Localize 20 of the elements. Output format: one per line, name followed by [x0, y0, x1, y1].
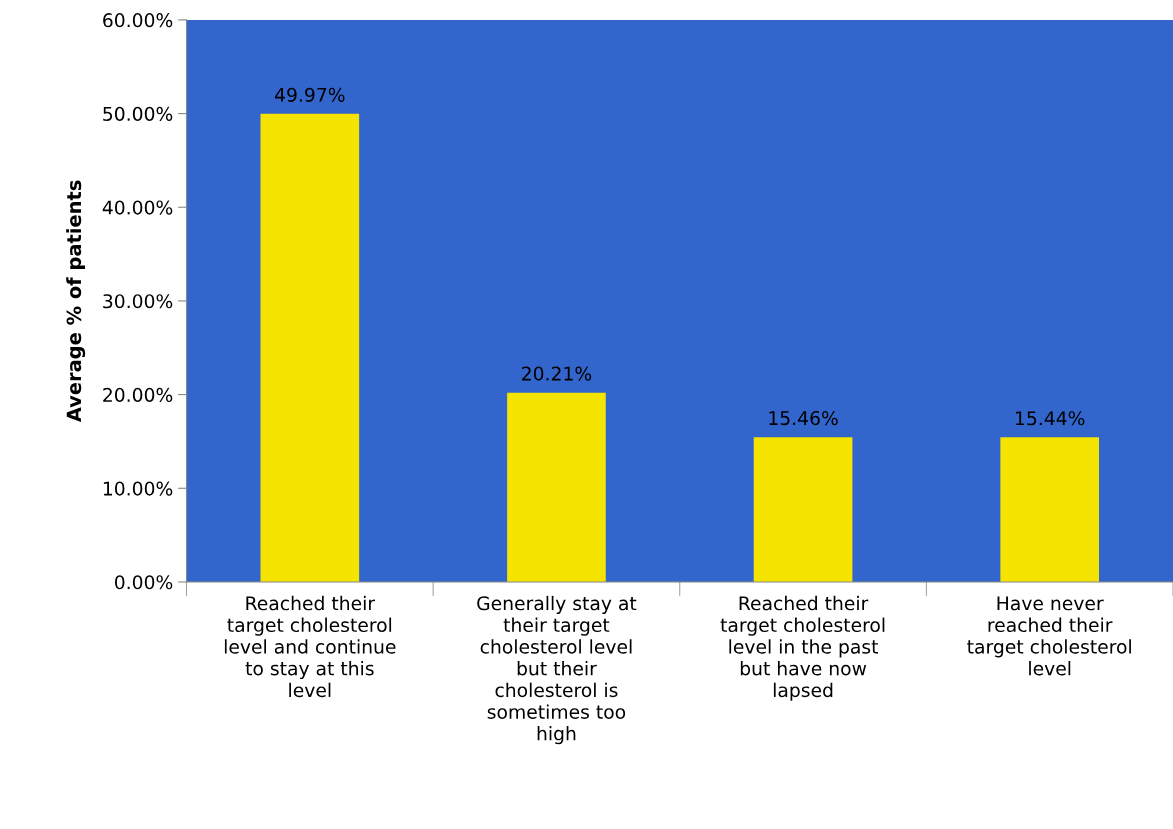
data-label: 15.46% — [769, 410, 838, 426]
x-tick-label: Reached their target cholesterol level and continue to stay at this level — [224, 595, 396, 698]
data-label: 15.44% — [1016, 411, 1085, 426]
y-axis-title: Average % of patients — [66, 180, 86, 423]
bar — [507, 392, 606, 582]
bar — [1000, 437, 1100, 582]
y-tick-label: 50.00% — [103, 106, 173, 121]
y-tick-label: 60.00% — [103, 13, 173, 28]
x-tick-label: Have never reached their target cholesterol level — [967, 596, 1131, 676]
data-label: 20.21% — [522, 366, 592, 381]
y-tick-label: 30.00% — [103, 294, 173, 309]
x-tick-label: Reached their target cholesterol level in the past but have now lapsed — [720, 595, 885, 701]
y-tick-label: 40.00% — [102, 200, 173, 215]
y-tick-label: 10.00% — [103, 481, 173, 496]
y-tick-label: 20.00% — [103, 387, 173, 402]
bar — [260, 113, 360, 582]
x-tick-label: Generally stay at their target cholesterol level but their cholesterol is sometimes too high — [477, 595, 637, 745]
y-tick-label: 0.00% — [114, 575, 173, 590]
bar — [753, 437, 853, 582]
data-label: 49.97% — [274, 87, 345, 102]
